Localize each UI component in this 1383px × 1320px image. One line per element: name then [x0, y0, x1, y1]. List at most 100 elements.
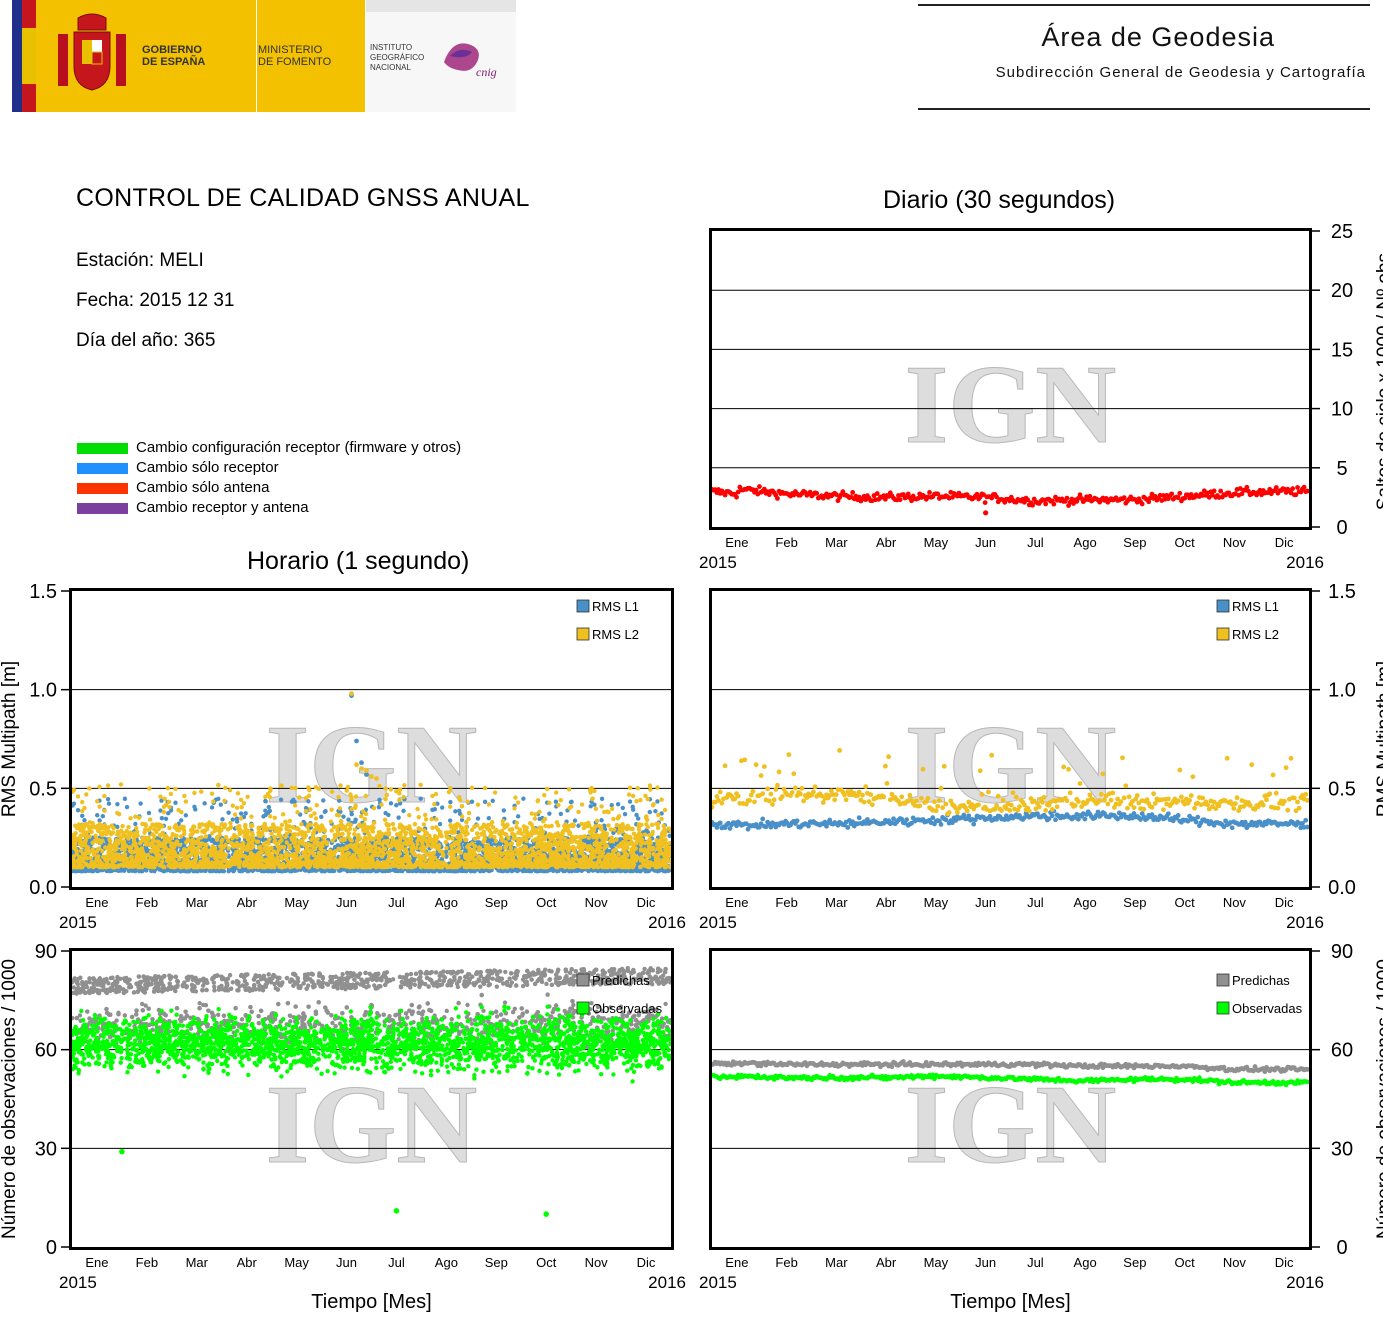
data-point — [243, 811, 247, 815]
data-point — [927, 490, 932, 495]
data-point — [103, 845, 107, 849]
data-point — [330, 789, 334, 793]
data-point — [440, 849, 444, 853]
data-point — [120, 824, 124, 828]
data-point — [202, 801, 206, 805]
data-point — [516, 814, 520, 818]
data-point — [448, 818, 452, 822]
data-point — [210, 805, 214, 809]
data-point — [1065, 496, 1070, 501]
gobierno-line2: DE ESPAÑA — [142, 56, 205, 68]
data-point — [457, 809, 461, 813]
data-point — [235, 819, 239, 823]
area-subtitle: Subdirección General de Geodesia y Carto… — [996, 64, 1366, 81]
y-axis-label: Saltos de ciclo x 1000 / Nº obs. — [1374, 248, 1383, 511]
data-point — [898, 497, 903, 502]
data-point — [222, 869, 226, 873]
data-point — [493, 790, 497, 794]
coat-of-arms-icon — [52, 12, 132, 96]
cnig-logo-icon: cnig — [440, 38, 506, 84]
data-point — [533, 869, 537, 873]
data-point — [119, 782, 123, 786]
data-point — [101, 814, 105, 818]
data-point — [297, 795, 301, 799]
legend-swatch — [77, 483, 128, 494]
data-point — [162, 869, 166, 873]
legend-label: Cambio sólo antena — [136, 479, 269, 496]
data-point — [850, 490, 855, 495]
data-point — [80, 814, 84, 818]
data-point — [547, 811, 551, 815]
data-point — [1043, 502, 1048, 507]
data-point — [76, 808, 80, 812]
data-point — [315, 803, 319, 807]
data-point — [134, 826, 138, 830]
data-point — [403, 849, 407, 853]
data-point — [182, 794, 186, 798]
data-point — [278, 826, 282, 830]
data-point — [95, 813, 99, 817]
data-point — [394, 803, 398, 807]
data-point — [386, 813, 390, 817]
station-label: Estación: MELI — [76, 250, 204, 272]
data-point — [269, 831, 273, 835]
legend-swatch — [77, 443, 128, 454]
data-point — [268, 789, 272, 793]
data-point — [239, 816, 243, 820]
data-point — [125, 805, 129, 809]
data-point — [396, 815, 400, 819]
data-point — [164, 817, 168, 821]
data-point — [814, 491, 819, 496]
ministerio-line2: DE FOMENTO — [258, 56, 331, 68]
data-point — [569, 800, 573, 804]
y-tick-label: 25 — [1331, 221, 1353, 243]
data-point — [269, 869, 273, 873]
data-point — [559, 812, 563, 816]
data-point — [379, 802, 383, 806]
data-point — [429, 817, 433, 821]
data-point — [88, 820, 92, 824]
data-point — [400, 869, 404, 873]
data-point — [245, 795, 249, 799]
data-point — [483, 800, 487, 804]
data-point — [542, 793, 546, 797]
data-point — [354, 739, 359, 744]
data-point — [216, 797, 220, 801]
data-point — [521, 796, 525, 800]
data-point — [228, 821, 232, 825]
data-point — [123, 797, 127, 801]
data-point — [494, 839, 498, 843]
data-point — [569, 804, 573, 808]
data-point — [299, 822, 303, 826]
data-point — [279, 797, 283, 801]
data-point — [393, 869, 397, 873]
data-point — [983, 500, 988, 505]
data-point — [281, 812, 285, 816]
data-point — [106, 797, 110, 801]
data-point — [1290, 486, 1295, 491]
data-point — [505, 869, 509, 873]
data-point — [1051, 502, 1056, 507]
data-point — [401, 809, 405, 813]
data-point — [398, 823, 402, 827]
data-point — [133, 822, 137, 826]
data-point — [84, 792, 88, 796]
data-point — [236, 791, 240, 795]
data-point — [187, 869, 191, 873]
ign-line1: INSTITUTO — [370, 43, 412, 52]
data-point — [82, 818, 86, 822]
y-tick-label: 10 — [1331, 399, 1353, 421]
data-point — [537, 810, 541, 814]
data-point — [448, 800, 452, 804]
ign-line3: NACIONAL — [370, 63, 411, 72]
data-point — [220, 817, 224, 821]
data-point — [515, 868, 519, 872]
report-title: CONTROL DE CALIDAD GNSS ANUAL — [76, 184, 530, 213]
data-point — [453, 809, 457, 813]
data-point — [464, 825, 468, 829]
data-point — [126, 825, 130, 829]
data-point — [1140, 502, 1145, 507]
data-point — [93, 834, 97, 838]
data-point — [332, 825, 336, 829]
